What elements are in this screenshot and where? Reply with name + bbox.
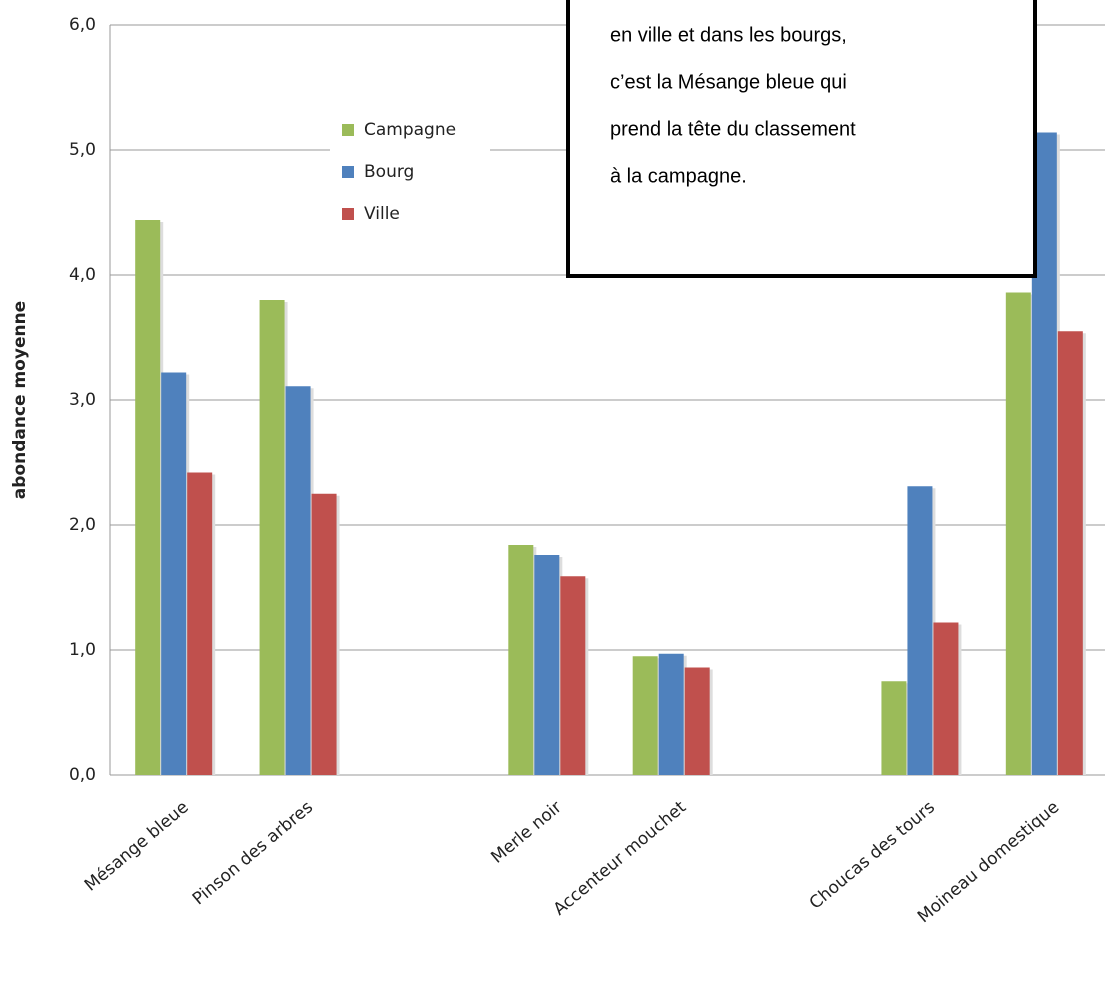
bar: [534, 555, 560, 775]
bar: [508, 545, 534, 775]
x-tick-label: Mésange bleue: [81, 797, 193, 895]
bar: [684, 667, 710, 775]
x-tick-label: Moineau domestique: [914, 797, 1063, 927]
legend-swatch: [342, 208, 354, 220]
x-tick-label: Choucas des tours: [806, 797, 939, 913]
annotation-line: prend la tête du classement: [610, 118, 856, 140]
legend-label: Campagne: [364, 120, 456, 140]
legend-label: Ville: [364, 204, 400, 224]
y-tick-label: 6,0: [69, 15, 96, 35]
bar: [907, 486, 933, 775]
bar: [259, 300, 285, 775]
y-axis-label: abondance moyenne: [10, 301, 30, 499]
x-tick-label: Accenteur mouchet: [550, 797, 691, 920]
legend-swatch: [342, 124, 354, 136]
annotation-line: c’est la Mésange bleue qui: [610, 71, 847, 93]
legend-swatch: [342, 166, 354, 178]
bar: [1057, 331, 1083, 775]
bar: [658, 653, 684, 775]
y-tick-label: 3,0: [69, 390, 96, 410]
y-tick-label: 0,0: [69, 765, 96, 785]
annotation-line: à la campagne.: [610, 165, 747, 187]
bar: [285, 386, 311, 775]
x-tick-label: Merle noir: [487, 797, 565, 867]
legend: Campagne Bourg Ville: [330, 112, 490, 232]
bar: [632, 656, 658, 775]
bar: [560, 576, 586, 775]
bar: [311, 493, 337, 775]
y-tick-label: 5,0: [69, 140, 96, 160]
x-tick-label: Pinson des arbres: [189, 797, 317, 909]
bar: [881, 681, 907, 775]
bar: [1005, 292, 1031, 775]
y-tick-label: 4,0: [69, 265, 96, 285]
legend-box: [330, 112, 490, 232]
bar: [135, 220, 161, 775]
bar: [161, 372, 187, 775]
legend-label: Bourg: [364, 162, 414, 182]
y-tick-label: 1,0: [69, 640, 96, 660]
annotation-line: en ville et dans les bourgs,: [610, 24, 847, 46]
annotation-box: [566, 0, 1037, 278]
y-tick-label: 2,0: [69, 515, 96, 535]
bar: [187, 472, 213, 775]
bar: [933, 622, 959, 775]
